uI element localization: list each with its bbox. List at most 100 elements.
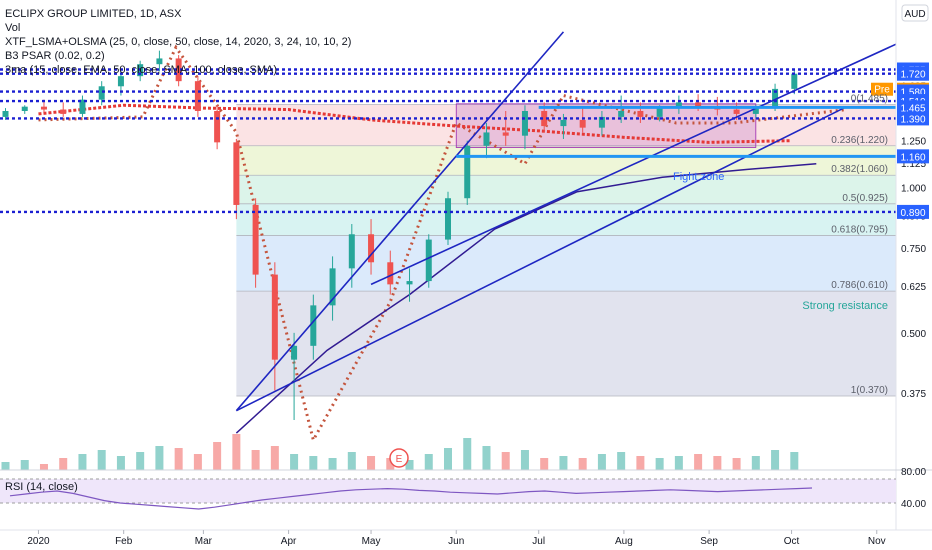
volume-bar [232,434,241,470]
volume-bar [367,456,376,470]
candle-body [656,108,663,117]
fib-label: 0.618(0.795) [831,225,888,236]
candle-body [445,198,451,240]
price-label-bg [897,204,929,219]
candle-body [733,109,740,114]
earnings-marker[interactable] [389,448,409,468]
candle-body [598,116,605,128]
time-tick-label: Aug [615,536,633,547]
candle-body [252,204,259,275]
candle-body [521,110,528,136]
fibonacci-labels: 1(0.370) 0.786(0.610) 0.618(0.795) 0.5(0.92… [831,94,888,396]
series-ma_slow [235,162,817,434]
price-label: 0.890 [900,208,925,219]
volume-bar [790,452,799,470]
price-tick: 1.000 [901,183,926,194]
currency-label: AUD [904,9,925,20]
price-label-bg [897,111,929,126]
candle-body [310,305,317,346]
candle-body [368,234,375,263]
candle-body [194,81,201,111]
time-tick-label: Apr [281,536,297,547]
fib-band [236,235,896,292]
candle-body [348,234,355,269]
candle-body [2,110,9,117]
volume-bar [347,452,356,470]
volume-bar [328,458,337,470]
candle-body [560,119,567,127]
time-tick-label: Mar [195,536,213,547]
volume-bar [174,448,183,470]
fib-label: 0(1.485) [851,94,888,105]
candle-body [637,110,644,117]
volume-bar [193,454,202,470]
legend-xtf[interactable]: XTF_LSMA+OLSMA (25, 0, close, 50, close,… [5,36,351,48]
candle-body [329,268,336,306]
volume-bar [540,458,549,470]
candle-body [156,58,163,65]
volume-bar [597,454,606,470]
rsi-legend[interactable]: RSI (14, close) [5,481,78,493]
chart-title[interactable]: ECLIPX GROUP LIMITED, 1D, ASX [5,8,182,20]
candle-body [387,262,394,285]
volume-bar [213,442,222,470]
legend-vol[interactable]: Vol [5,22,20,34]
pre-badge-label: Pre [874,85,890,96]
currency-badge[interactable] [901,4,929,22]
legend-psar[interactable]: B3 PSAR (0.02, 0.2) [5,50,105,62]
candle-body [21,106,28,111]
candle-body [541,110,548,127]
volume-bar [578,458,587,470]
volume-bar [270,446,279,470]
horizontal-levels[interactable] [0,68,896,214]
price-label: 1.390 [900,114,925,125]
price-label: 1.465 [900,103,925,114]
fib-band [236,145,896,176]
candle-body [695,102,702,107]
price-tick: 0.750 [901,244,926,255]
candle-body [502,132,509,136]
volume-bar [674,456,683,470]
time-tick-label: Oct [784,536,800,547]
fib-band [236,175,896,204]
fib-label: 0.786(0.610) [831,280,888,291]
volume-bar [1,462,10,470]
candle-body [98,86,105,100]
candle-body [60,109,67,114]
candle-body [483,132,490,146]
volume-bar [501,452,510,470]
volume-bar [116,456,125,470]
trendline[interactable] [235,31,565,412]
candle-body [40,106,47,110]
price-label-bg [897,66,929,81]
candle-body [406,281,413,285]
fight-zone-box [455,103,757,148]
legend-3ma[interactable]: 3ma (15, close, EMA, 50, close, SMA, 100… [5,64,277,76]
candle-body [214,110,221,143]
volume-bar [520,450,529,470]
fight-zone-label[interactable]: Fight zone [673,171,724,183]
fib-band [236,203,896,236]
price-label: 1.580 [900,88,925,99]
candle-body [233,142,240,205]
candle-body [271,274,278,360]
candle-body [618,110,625,117]
time-tick-label: Nov [868,536,886,547]
price-tick: 0.500 [901,329,926,340]
candle-body [579,119,586,128]
candle-body [791,73,798,89]
volume-bar [636,456,645,470]
indicator-lines [38,44,847,445]
time-tick-label: Jun [448,536,464,547]
fib-label: 0.382(1.060) [831,164,888,175]
fib-label: 1(0.370) [851,385,888,396]
strong-resistance-label[interactable]: Strong resistance [802,300,888,312]
volume-bar [482,446,491,470]
volume-bar [713,456,722,470]
time-tick-label: Sep [700,536,718,547]
trendline[interactable] [370,43,897,286]
time-axis[interactable]: 2020 Feb Mar Apr May Jun Jul Aug Sep Oct Nov [27,530,886,547]
price-labels: 1.7551.720Pre1.7201.5801.5101.4651.3901.… [871,62,929,219]
volume-bar [617,452,626,470]
